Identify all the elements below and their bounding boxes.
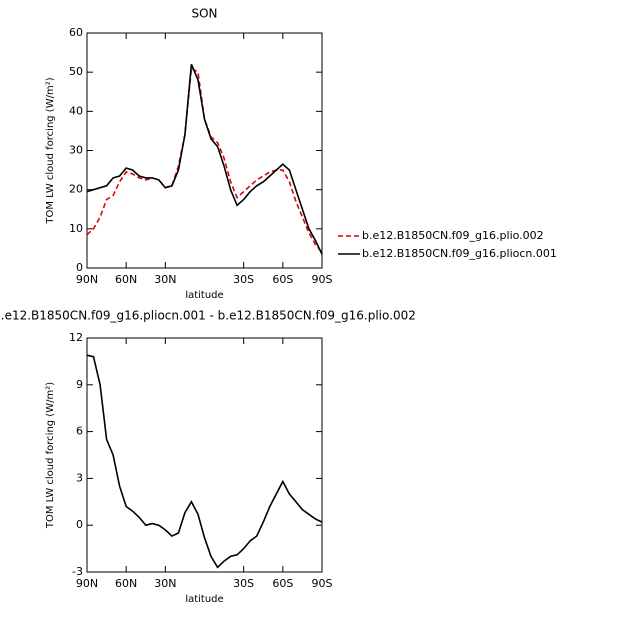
x-axis-label: latitude	[185, 290, 223, 301]
y-tick-label: 60	[69, 26, 83, 39]
x-tick-label: 60N	[115, 577, 137, 590]
y-tick-label: 9	[76, 378, 83, 391]
y-tick-label: 0	[76, 261, 83, 274]
x-tick-label: 60S	[272, 273, 293, 286]
y-axis-label: TOM LW cloud forcing (W/m²)	[45, 382, 56, 529]
x-axis-label: latitude	[185, 594, 223, 605]
y-tick-label: 0	[76, 518, 83, 531]
x-tick-label: 90N	[76, 273, 98, 286]
x-tick-label: 30N	[154, 577, 176, 590]
plot-frame	[86, 337, 323, 573]
y-tick-label: 6	[76, 425, 83, 438]
data-line	[86, 354, 323, 569]
x-tick-label: 30S	[233, 273, 254, 286]
legend-label: b.e12.B1850CN.f09_g16.plio.002	[362, 229, 544, 242]
x-tick-label: 60N	[115, 273, 137, 286]
x-tick-label: 30N	[154, 273, 176, 286]
y-tick-label: 12	[69, 331, 83, 344]
legend-label: b.e12.B1850CN.f09_g16.pliocn.001	[362, 247, 557, 260]
x-tick-label: 90N	[76, 577, 98, 590]
y-tick-label: 50	[69, 65, 83, 78]
chart-title: SON	[191, 7, 217, 21]
x-tick-label: 90S	[312, 273, 333, 286]
y-tick-label: 40	[69, 104, 83, 117]
y-tick-label: 10	[69, 222, 83, 235]
y-tick-label: -3	[72, 565, 83, 578]
x-tick-label: 30S	[233, 577, 254, 590]
y-tick-label: 30	[69, 144, 83, 157]
plot-frame	[86, 32, 323, 269]
x-tick-label: 90S	[312, 577, 333, 590]
x-tick-label: 60S	[272, 577, 293, 590]
data-line	[86, 66, 323, 253]
data-line	[86, 63, 323, 255]
y-tick-label: 20	[69, 183, 83, 196]
chart-title: b.e12.B1850CN.f09_g16.pliocn.001 - b.e12…	[0, 309, 416, 323]
y-axis-label: TOM LW cloud forcing (W/m²)	[45, 77, 56, 224]
y-tick-label: 3	[76, 471, 83, 484]
